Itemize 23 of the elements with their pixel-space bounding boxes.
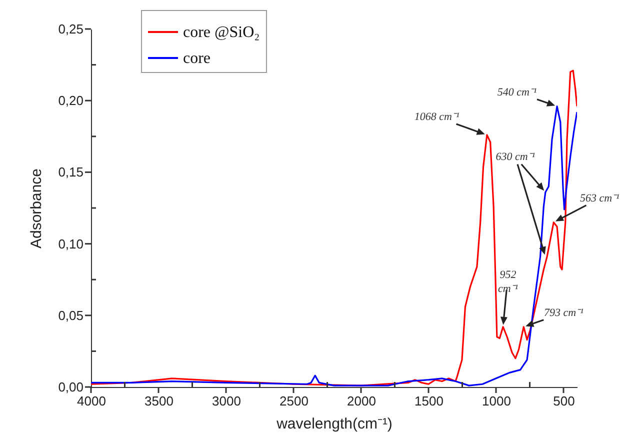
- x-tick-label: 2000: [347, 394, 376, 408]
- annotation: 540 cm⁻¹: [497, 86, 537, 98]
- x-tick-label: 1500: [414, 394, 444, 408]
- y-tick-label: 0,25: [58, 22, 84, 36]
- annotation: 793 cm⁻¹: [544, 306, 584, 319]
- x-tick-label: 1000: [482, 394, 511, 408]
- y-tick-label: 0,00: [58, 380, 84, 394]
- annotation: 630 cm⁻¹: [496, 151, 536, 164]
- x-tick-label: 500: [553, 394, 575, 408]
- legend-label: core: [183, 50, 211, 67]
- legend-label: core @SiO₂: [183, 24, 260, 41]
- annotation: 563 cm⁻¹: [580, 192, 620, 204]
- x-axis-title: wavelength(cm⁻¹): [276, 416, 392, 432]
- x-tick-label: 2500: [280, 394, 308, 408]
- x-tick-label: 3000: [212, 394, 241, 408]
- annotation: 1068 cm⁻¹: [414, 110, 460, 123]
- y-tick-label: 0,10: [58, 236, 84, 252]
- x-tick-label: 4000: [77, 394, 106, 408]
- y-tick-label: 0,20: [58, 93, 84, 108]
- y-tick-label: 0,15: [58, 164, 84, 180]
- x-tick-label: 3500: [144, 394, 174, 408]
- y-tick-label: 0,05: [58, 308, 84, 323]
- y-axis-title: Adsorbance: [28, 168, 46, 249]
